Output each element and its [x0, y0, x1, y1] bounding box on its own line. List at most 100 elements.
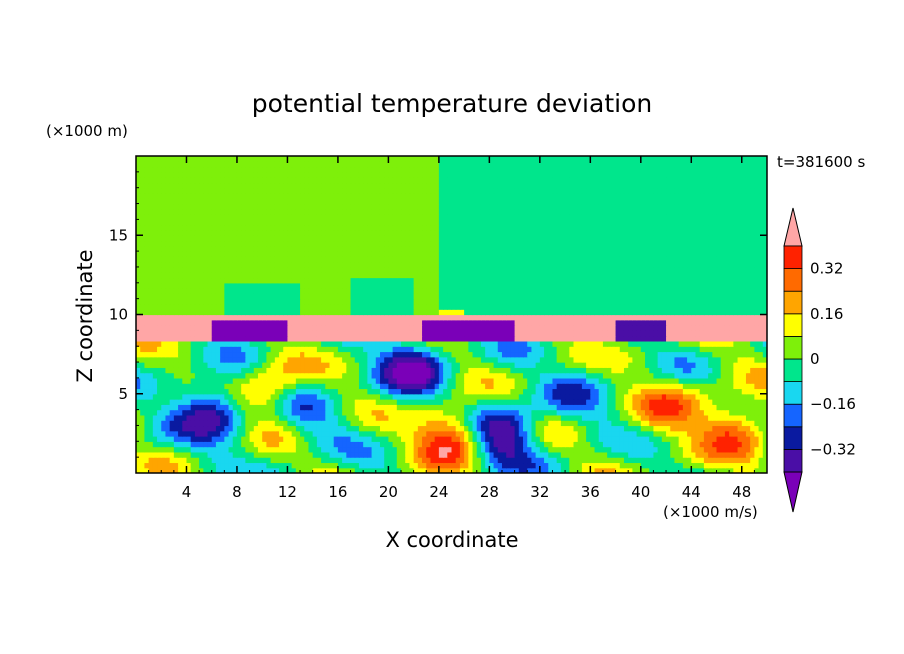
contour-cell — [552, 340, 558, 347]
contour-cell — [203, 372, 209, 379]
contour-cell — [388, 404, 394, 411]
contour-cell — [480, 404, 486, 411]
contour-cell — [720, 404, 726, 411]
contour-cell — [249, 462, 255, 469]
contour-cell — [371, 303, 377, 310]
contour-cell — [737, 399, 743, 405]
contour-cell — [670, 393, 676, 400]
contour-cell — [173, 293, 179, 300]
contour-cell — [653, 457, 659, 464]
contour-cell — [745, 393, 751, 400]
contour-cell — [594, 367, 600, 374]
contour-cell — [649, 372, 655, 379]
contour-cell — [215, 356, 221, 363]
contour-cell — [232, 298, 238, 305]
contour-cell — [628, 409, 633, 416]
contour-cell — [489, 319, 495, 326]
contour-cell — [207, 388, 213, 395]
contour-cell — [577, 451, 583, 458]
contour-cell — [245, 351, 251, 358]
contour-cell — [623, 446, 629, 453]
contour-cell — [304, 314, 310, 321]
time-label: t=381600 s — [777, 153, 865, 171]
contour-cell — [619, 377, 625, 384]
contour-cell — [270, 425, 276, 432]
contour-cell — [417, 346, 423, 353]
contour-cell — [708, 393, 713, 400]
contour-cell — [308, 414, 314, 421]
contour-cell — [245, 319, 251, 326]
contour-cell — [666, 425, 671, 432]
contour-cell — [712, 441, 718, 448]
contour-cell — [489, 388, 495, 395]
contour-cell — [623, 346, 629, 353]
contour-cell — [426, 430, 432, 437]
contour-cell — [392, 362, 398, 368]
contour-cell — [220, 462, 225, 469]
contour-cell — [489, 340, 495, 347]
contour-cell — [623, 425, 629, 432]
contour-cell — [182, 425, 188, 432]
contour-cell — [405, 383, 411, 390]
contour-cell — [262, 293, 268, 300]
contour-cell — [527, 362, 533, 368]
contour-cell — [674, 356, 680, 363]
contour-cell — [674, 457, 680, 464]
contour-cell — [316, 462, 322, 469]
contour-cell — [140, 467, 146, 473]
contour-cell — [657, 409, 663, 416]
contour-cell — [321, 314, 326, 321]
contour-cell — [321, 441, 326, 448]
contour-cell — [220, 293, 225, 300]
contour-cell — [645, 319, 650, 326]
contour-cell — [565, 340, 570, 347]
contour-cell — [581, 309, 587, 316]
contour-cell — [741, 372, 747, 379]
contour-cell — [670, 451, 676, 458]
contour-cell — [645, 393, 650, 400]
contour-cell — [703, 425, 709, 432]
contour-cell — [674, 446, 680, 453]
contour-cell — [459, 430, 465, 437]
contour-cell — [401, 298, 406, 305]
contour-cell — [257, 330, 263, 337]
contour-cell — [745, 335, 751, 342]
contour-cell — [207, 340, 213, 347]
contour-cell — [539, 404, 545, 411]
contour-cell — [611, 420, 617, 427]
contour-cell — [144, 399, 150, 405]
contour-cell — [245, 356, 251, 363]
contour-cell — [480, 303, 486, 310]
contour-cell — [724, 340, 730, 347]
contour-cell — [611, 356, 617, 363]
contour-cell — [194, 298, 200, 305]
contour-cell — [190, 425, 196, 432]
contour-cell — [232, 393, 238, 400]
contour-cell — [594, 404, 600, 411]
contour-cell — [708, 409, 713, 416]
contour-cell — [249, 420, 255, 427]
contour-cell — [157, 309, 162, 316]
contour-cell — [724, 330, 730, 337]
contour-cell — [329, 388, 335, 395]
contour-cell — [699, 462, 705, 469]
contour-cell — [682, 446, 688, 453]
contour-cell — [762, 367, 767, 374]
contour-cell — [409, 314, 415, 321]
contour-cell — [430, 298, 436, 305]
contour-cell — [493, 383, 499, 390]
contour-cell — [148, 462, 154, 469]
contour-cell — [628, 325, 633, 331]
contour-cell — [497, 372, 503, 379]
contour-cell — [459, 325, 465, 331]
contour-cell — [674, 425, 680, 432]
contour-cell — [485, 457, 490, 464]
contour-cell — [548, 335, 554, 342]
contour-cell — [375, 436, 381, 442]
contour-cell — [392, 335, 398, 342]
contour-cell — [678, 377, 684, 384]
contour-cell — [337, 377, 343, 384]
contour-cell — [523, 383, 528, 390]
contour-cell — [434, 377, 440, 384]
contour-cell — [687, 430, 692, 437]
